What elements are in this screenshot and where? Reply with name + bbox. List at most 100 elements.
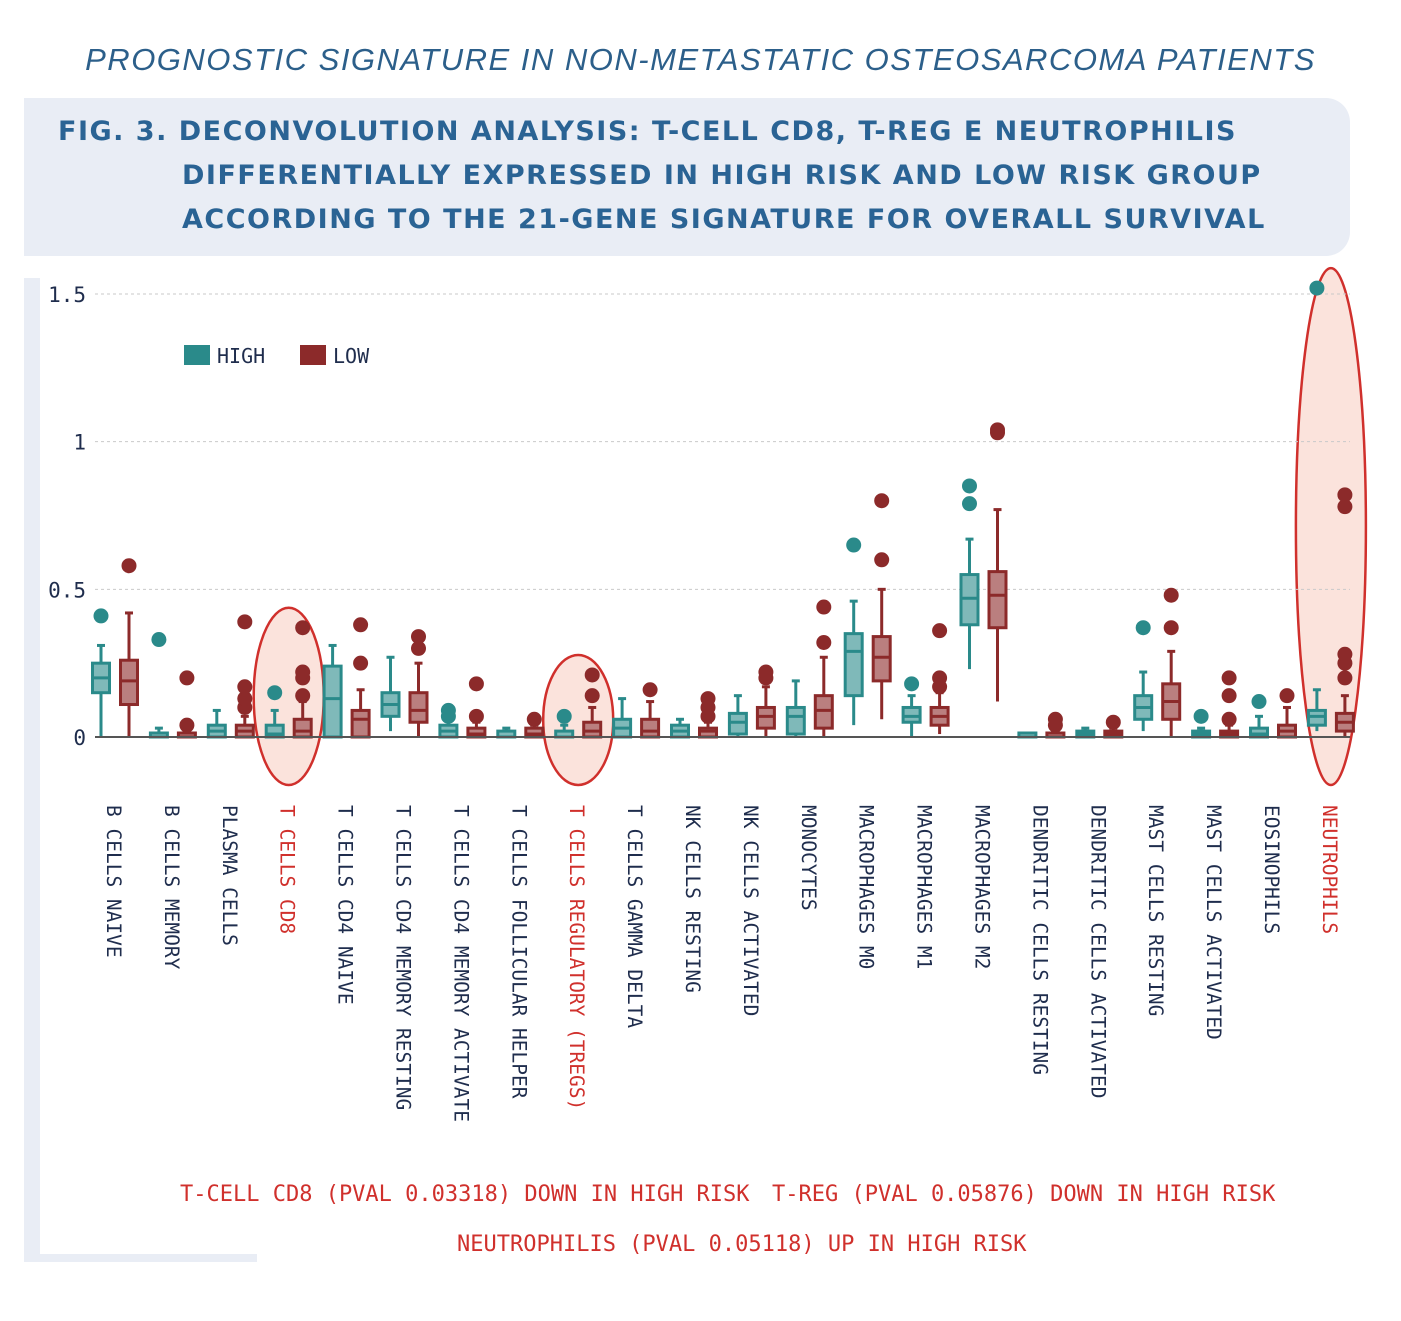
low-box: [408, 691, 429, 724]
legend-swatch-high: [184, 345, 210, 365]
low-outlier: [1337, 646, 1353, 662]
x-category-label: PLASMA CELLS: [218, 805, 241, 946]
high-box: [843, 632, 864, 698]
high-outlier: [962, 496, 977, 512]
low-outlier: [179, 717, 195, 733]
figure-title-line-1: FIG. 3. DECONVOLUTION ANALYSIS: T-CELL C…: [58, 116, 1237, 147]
x-category-label: DENDRITIC CELLS ACTIVATED: [1086, 805, 1109, 1099]
low-outlier: [642, 682, 658, 698]
x-category-label: NK CELLS ACTIVATED: [739, 805, 762, 1016]
high-outlier: [1251, 694, 1267, 710]
low-outlier: [990, 422, 1005, 438]
low-outlier: [584, 667, 600, 683]
low-outlier: [1163, 587, 1179, 603]
note-treg: T-REG (PVAL 0.05876) DOWN IN HIGH RISK: [772, 1182, 1276, 1207]
low-outlier: [1337, 670, 1353, 686]
low-outlier: [700, 691, 716, 707]
left-decorative-rule: [24, 278, 40, 1262]
x-category-label: B CELLS MEMORY: [160, 805, 183, 970]
x-category-label: MAST CELLS ACTIVATED: [1202, 805, 1225, 1040]
high-box: [322, 664, 343, 739]
low-outlier: [353, 617, 369, 633]
figure-title-box: FIG. 3. DECONVOLUTION ANALYSIS: T-CELL C…: [24, 98, 1350, 256]
low-outlier: [584, 688, 600, 704]
low-outlier: [353, 655, 369, 671]
low-box: [987, 570, 1008, 630]
low-outlier: [874, 552, 890, 568]
low-outlier: [295, 664, 311, 680]
high-outlier: [267, 685, 283, 701]
note-neutrophils: NEUTROPHILIS (PVAL 0.05118) UP IN HIGH R…: [457, 1232, 1027, 1257]
note-cd8: T-CELL CD8 (PVAL 0.03318) DOWN IN HIGH R…: [180, 1182, 750, 1207]
x-category-label: T CELLS GAMMA DELTA: [623, 805, 646, 1028]
low-outlier: [295, 620, 311, 636]
low-outlier: [1337, 499, 1353, 515]
low-outlier: [526, 711, 542, 727]
y-tick-label: 1: [73, 431, 86, 455]
low-outlier: [758, 664, 774, 680]
x-category-label: DENDRITIC CELLS RESTING: [1028, 805, 1051, 1075]
low-outlier: [932, 670, 948, 686]
low-box: [640, 717, 661, 739]
high-outlier: [1193, 708, 1209, 724]
figure-supertitle: PROGNOSTIC SIGNATURE IN NON-METASTATIC O…: [85, 42, 1316, 77]
legend-label-low: LOW: [333, 344, 370, 368]
low-box: [292, 717, 313, 739]
x-category-label: MAST CELLS RESTING: [1144, 805, 1167, 1016]
low-outlier: [932, 623, 948, 639]
highlight-ellipse: [1294, 266, 1368, 787]
high-outlier: [556, 708, 572, 724]
low-outlier: [1221, 670, 1237, 686]
x-category-label: MACROPHAGES M1: [913, 805, 936, 969]
high-outlier: [904, 676, 920, 692]
x-category-label: T CELLS FOLLICULAR HELPER: [507, 805, 530, 1099]
low-outlier: [1221, 711, 1237, 727]
low-outlier: [1105, 714, 1121, 730]
high-outlier: [962, 478, 977, 494]
x-category-label: T CELLS CD4 MEMORY RESTING: [392, 805, 415, 1110]
x-category-label: EOSINOPHILS: [1260, 805, 1283, 934]
low-outlier: [874, 493, 890, 509]
low-outlier: [1163, 620, 1179, 636]
x-category-label: T CELLS CD8: [276, 805, 299, 934]
high-outlier: [1135, 620, 1151, 636]
x-category-label: MACROPHAGES M0: [855, 805, 878, 969]
figure-title-line-2: DIFFERENTIALLY EXPRESSED IN HIGH RISK AN…: [182, 160, 1262, 191]
low-outlier: [237, 691, 253, 707]
low-outlier: [468, 708, 484, 724]
low-outlier: [237, 679, 253, 695]
low-outlier: [237, 614, 253, 630]
low-outlier: [121, 558, 137, 574]
x-category-label: B CELLS NAIVE: [102, 805, 125, 958]
low-outlier: [816, 634, 832, 650]
x-category-label: NK CELLS RESTING: [681, 805, 704, 993]
high-outlier: [151, 632, 167, 648]
bottom-decorative-rule: [24, 1254, 257, 1262]
high-outlier: [440, 702, 456, 718]
highlight-ellipse: [541, 653, 615, 787]
low-outlier: [468, 676, 484, 692]
high-outlier: [1309, 280, 1325, 296]
y-tick-label: 1.5: [48, 283, 86, 307]
low-outlier: [1279, 688, 1295, 704]
low-outlier: [295, 688, 311, 704]
x-category-label: T CELLS CD4 NAIVE: [334, 805, 357, 1005]
low-outlier: [411, 629, 426, 645]
low-outlier: [179, 670, 195, 686]
figure-title-line-3: ACCORDING TO THE 21-GENE SIGNATURE FOR O…: [182, 204, 1266, 235]
low-outlier: [1221, 688, 1237, 704]
y-tick-label: 0.5: [48, 578, 86, 602]
x-category-label: MACROPHAGES M2: [971, 805, 994, 969]
x-category-label: NEUTROPHILS: [1318, 805, 1341, 934]
legend-label-high: HIGH: [217, 344, 265, 368]
highlight-ellipse: [252, 606, 325, 787]
low-outlier: [1047, 711, 1063, 727]
y-tick-label: 0: [73, 726, 86, 750]
high-box: [785, 705, 806, 736]
low-outlier: [816, 599, 832, 615]
high-outlier: [846, 537, 862, 553]
x-category-label: MONOCYTES: [797, 805, 820, 911]
x-category-label: T CELLS CD4 MEMORY ACTIVATE: [449, 805, 472, 1122]
high-outlier: [93, 608, 109, 624]
